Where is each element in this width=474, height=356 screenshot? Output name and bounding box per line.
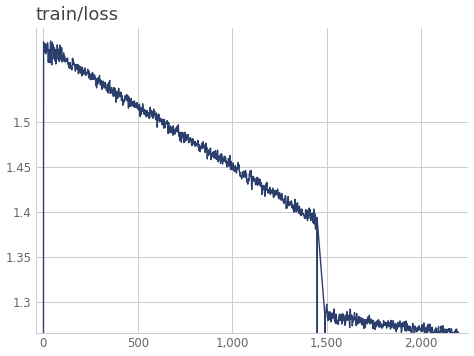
Text: train/loss: train/loss (36, 6, 119, 23)
